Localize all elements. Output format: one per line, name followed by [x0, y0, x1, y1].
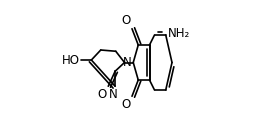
Text: NH₂: NH₂: [168, 27, 191, 40]
Text: O: O: [97, 88, 107, 101]
Text: O: O: [121, 14, 130, 28]
Text: O: O: [121, 98, 130, 111]
Text: N: N: [109, 88, 118, 101]
Text: HO: HO: [61, 54, 80, 66]
Text: N: N: [123, 56, 132, 69]
